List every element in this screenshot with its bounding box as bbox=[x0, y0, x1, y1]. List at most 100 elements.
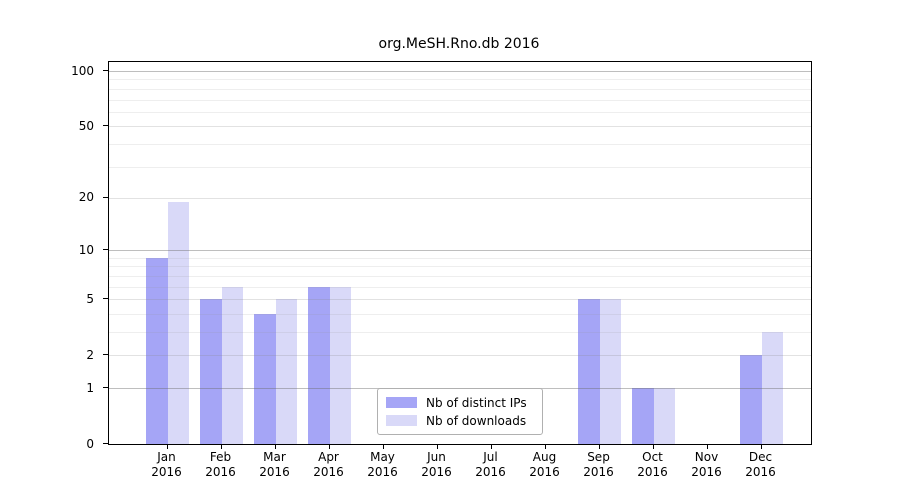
bar-ips-oct bbox=[632, 388, 654, 444]
gridline-minor-30 bbox=[109, 166, 811, 168]
x-tick-month: Nov bbox=[694, 450, 719, 464]
x-tick-dec bbox=[760, 444, 762, 449]
x-tick-year: 2016 bbox=[475, 465, 506, 479]
gridline-50 bbox=[109, 126, 811, 128]
x-tick-month: Feb bbox=[209, 450, 232, 464]
legend-item-distinct-ips: Nb of distinct IPs bbox=[386, 396, 542, 410]
chart-title: org.MeSH.Rno.db 2016 bbox=[378, 36, 540, 52]
bar-ips-jan bbox=[146, 257, 168, 444]
x-tick-year: 2016 bbox=[367, 465, 398, 479]
x-tick-month: Jul bbox=[483, 450, 498, 464]
gridline-minor-8 bbox=[109, 266, 811, 268]
y-tick-label-2: 2 bbox=[86, 347, 94, 362]
x-tick-oct bbox=[652, 444, 654, 449]
y-tick-label-10: 10 bbox=[78, 242, 94, 257]
y-tick-label-5: 5 bbox=[86, 291, 94, 306]
gridline-minor-6 bbox=[109, 286, 811, 288]
x-tick-label-dec: Dec 2016 bbox=[731, 450, 791, 480]
bar-ips-apr bbox=[308, 286, 330, 444]
x-tick-nov bbox=[706, 444, 708, 449]
x-tick-month: Aug bbox=[532, 450, 557, 464]
x-tick-label-feb: Feb 2016 bbox=[191, 450, 251, 480]
gridline-minor-7 bbox=[109, 275, 811, 277]
plot-area bbox=[108, 61, 812, 445]
bar-ips-sep bbox=[578, 299, 600, 444]
bar-downloads-sep bbox=[599, 299, 621, 444]
y-tick-2 bbox=[103, 354, 108, 356]
legend-item-downloads: Nb of downloads bbox=[386, 414, 542, 428]
y-tick-label-100: 100 bbox=[71, 63, 94, 78]
x-tick-label-jan: Jan 2016 bbox=[137, 450, 197, 480]
gridline-minor-80 bbox=[109, 88, 811, 90]
bar-downloads-dec bbox=[761, 332, 783, 444]
legend-label-distinct-ips: Nb of distinct IPs bbox=[426, 395, 527, 410]
x-tick-apr bbox=[328, 444, 330, 449]
gridline-minor-90 bbox=[109, 79, 811, 81]
gridline-20 bbox=[109, 197, 811, 199]
x-tick-label-aug: Aug 2016 bbox=[515, 450, 575, 480]
bar-downloads-oct bbox=[653, 388, 675, 444]
x-tick-year: 2016 bbox=[745, 465, 776, 479]
x-tick-month: May bbox=[370, 450, 395, 464]
legend: Nb of distinct IPs Nb of downloads bbox=[377, 388, 543, 435]
gridline-minor-70 bbox=[109, 99, 811, 101]
x-tick-label-apr: Apr 2016 bbox=[299, 450, 359, 480]
y-tick-1 bbox=[103, 387, 108, 388]
x-tick-label-mar: Mar 2016 bbox=[245, 450, 305, 480]
legend-label-downloads: Nb of downloads bbox=[426, 413, 527, 428]
x-tick-label-jun: Jun 2016 bbox=[407, 450, 467, 480]
y-tick-0 bbox=[103, 443, 108, 444]
y-tick-label-1: 1 bbox=[86, 380, 94, 395]
x-tick-month: Mar bbox=[263, 450, 286, 464]
x-tick-year: 2016 bbox=[313, 465, 344, 479]
y-tick-label-20: 20 bbox=[78, 190, 94, 205]
x-tick-month: Sep bbox=[587, 450, 610, 464]
x-tick-year: 2016 bbox=[583, 465, 614, 479]
bar-ips-feb bbox=[200, 299, 222, 444]
x-tick-year: 2016 bbox=[259, 465, 290, 479]
bar-downloads-feb bbox=[221, 286, 243, 444]
gridline-minor-40 bbox=[109, 143, 811, 145]
x-tick-year: 2016 bbox=[205, 465, 236, 479]
legend-swatch-downloads bbox=[386, 415, 417, 426]
x-tick-aug bbox=[544, 444, 546, 449]
x-tick-month: Jun bbox=[427, 450, 446, 464]
x-tick-label-nov: Nov 2016 bbox=[677, 450, 737, 480]
x-tick-label-oct: Oct 2016 bbox=[623, 450, 683, 480]
x-tick-month: Apr bbox=[318, 450, 339, 464]
x-tick-month: Jan bbox=[157, 450, 176, 464]
gridline-minor-9 bbox=[109, 257, 811, 259]
y-tick-5 bbox=[103, 298, 108, 300]
x-tick-year: 2016 bbox=[421, 465, 452, 479]
x-tick-year: 2016 bbox=[637, 465, 668, 479]
x-tick-label-sep: Sep 2016 bbox=[569, 450, 629, 480]
y-tick-20 bbox=[103, 196, 108, 198]
y-tick-100 bbox=[103, 70, 108, 71]
x-tick-month: Oct bbox=[642, 450, 663, 464]
x-tick-jun bbox=[436, 444, 438, 449]
x-tick-mar bbox=[274, 444, 276, 449]
x-tick-jul bbox=[490, 444, 492, 449]
y-tick-50 bbox=[103, 125, 108, 127]
x-tick-sep bbox=[598, 444, 600, 449]
bar-downloads-jan bbox=[167, 201, 189, 444]
x-tick-may bbox=[382, 444, 384, 449]
x-tick-jan bbox=[166, 444, 168, 449]
gridline-minor-60 bbox=[109, 111, 811, 113]
legend-swatch-distinct-ips bbox=[386, 397, 417, 408]
y-tick-10 bbox=[103, 249, 108, 251]
bar-ips-dec bbox=[740, 355, 762, 444]
bar-downloads-mar bbox=[275, 299, 297, 444]
x-tick-year: 2016 bbox=[151, 465, 182, 479]
x-tick-year: 2016 bbox=[529, 465, 560, 479]
bar-ips-mar bbox=[254, 313, 276, 444]
bar-downloads-apr bbox=[329, 286, 351, 444]
y-tick-label-50: 50 bbox=[78, 118, 94, 133]
x-tick-month: Dec bbox=[748, 450, 773, 464]
y-tick-label-0: 0 bbox=[86, 436, 94, 451]
gridline-100 bbox=[109, 71, 811, 72]
x-tick-label-may: May 2016 bbox=[353, 450, 413, 480]
x-tick-label-jul: Jul 2016 bbox=[461, 450, 521, 480]
gridline-10 bbox=[109, 250, 811, 252]
